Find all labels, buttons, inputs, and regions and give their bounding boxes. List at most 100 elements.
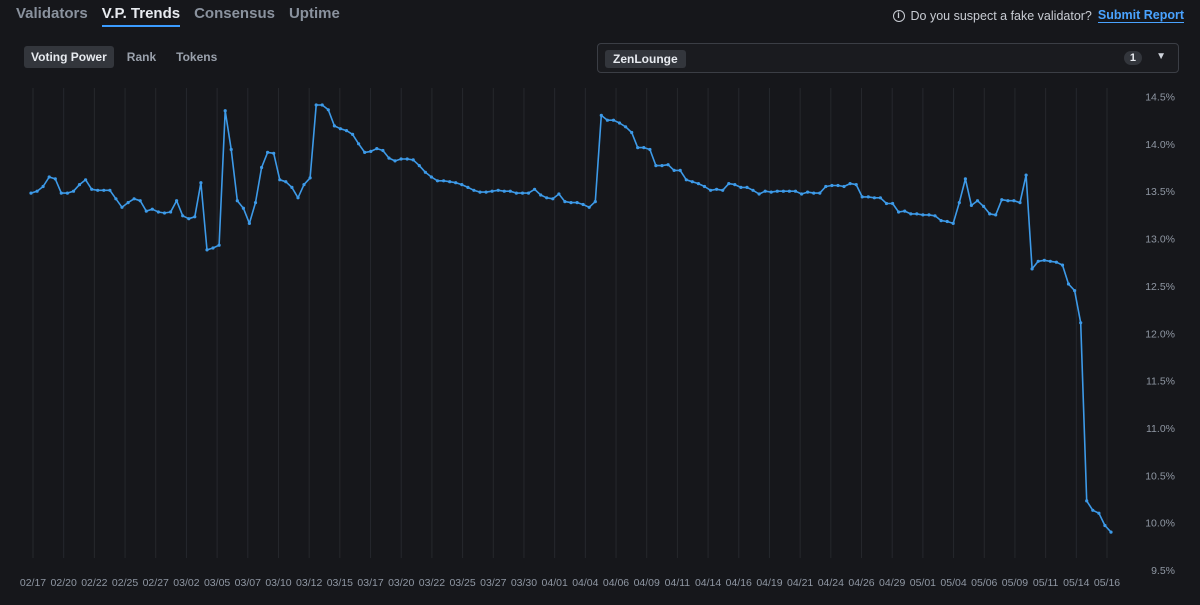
data-point[interactable] (763, 189, 767, 193)
data-point[interactable] (1054, 260, 1058, 264)
subtab-voting-power[interactable]: Voting Power (24, 46, 114, 68)
tab-validators[interactable]: Validators (16, 5, 88, 22)
data-point[interactable] (357, 142, 361, 146)
data-point[interactable] (169, 210, 173, 214)
data-point[interactable] (921, 213, 925, 217)
data-point[interactable] (53, 177, 57, 181)
data-point[interactable] (654, 164, 658, 168)
data-point[interactable] (1042, 258, 1046, 262)
data-point[interactable] (897, 210, 901, 214)
data-point[interactable] (557, 192, 561, 196)
data-point[interactable] (84, 178, 88, 182)
data-point[interactable] (484, 190, 488, 194)
data-point[interactable] (533, 187, 537, 191)
data-point[interactable] (1085, 499, 1089, 503)
data-point[interactable] (442, 179, 446, 183)
data-point[interactable] (806, 190, 810, 194)
data-point[interactable] (909, 212, 913, 216)
data-point[interactable] (29, 191, 33, 195)
data-point[interactable] (108, 188, 112, 192)
data-point[interactable] (757, 192, 761, 196)
data-point[interactable] (460, 183, 464, 187)
data-point[interactable] (253, 201, 258, 205)
data-point[interactable] (381, 148, 385, 153)
data-point[interactable] (878, 196, 883, 200)
data-point[interactable] (1073, 289, 1077, 293)
data-point[interactable] (114, 197, 118, 201)
data-point[interactable] (229, 147, 233, 152)
data-point[interactable] (278, 178, 282, 182)
data-point[interactable] (520, 191, 525, 195)
data-point[interactable] (247, 221, 251, 225)
data-point[interactable] (842, 184, 846, 189)
data-point[interactable] (429, 175, 433, 179)
data-point[interactable] (605, 118, 610, 122)
data-point[interactable] (150, 207, 154, 211)
data-point[interactable] (994, 213, 998, 217)
data-point[interactable] (448, 180, 452, 184)
data-point[interactable] (975, 199, 980, 203)
data-point[interactable] (769, 190, 773, 194)
data-point[interactable] (526, 191, 531, 195)
data-point[interactable] (824, 184, 828, 189)
data-point[interactable] (982, 204, 986, 208)
data-point[interactable] (387, 156, 391, 160)
data-point[interactable] (393, 159, 397, 163)
data-point[interactable] (223, 109, 227, 113)
tab-consensus[interactable]: Consensus (194, 5, 275, 22)
data-point[interactable] (217, 243, 221, 247)
data-point[interactable] (320, 103, 324, 107)
data-point[interactable] (156, 210, 160, 214)
data-point[interactable] (678, 168, 682, 172)
data-point[interactable] (423, 170, 427, 174)
data-point[interactable] (818, 191, 822, 195)
data-point[interactable] (945, 219, 949, 224)
data-point[interactable] (181, 214, 185, 218)
data-point[interactable] (545, 196, 549, 200)
data-point[interactable] (241, 206, 245, 210)
data-point[interactable] (35, 189, 39, 193)
data-point[interactable] (1079, 321, 1083, 325)
subtab-tokens[interactable]: Tokens (176, 50, 218, 64)
data-point[interactable] (41, 184, 45, 189)
data-point[interactable] (903, 209, 907, 213)
data-point[interactable] (472, 188, 476, 192)
data-point[interactable] (490, 189, 494, 193)
data-point[interactable] (435, 179, 440, 183)
data-point[interactable] (369, 149, 373, 153)
data-point[interactable] (65, 191, 69, 195)
data-point[interactable] (751, 188, 755, 192)
data-point[interactable] (836, 183, 840, 188)
data-point[interactable] (405, 157, 409, 161)
data-point[interactable] (102, 188, 106, 192)
data-point[interactable] (672, 168, 676, 172)
data-point[interactable] (599, 113, 603, 117)
data-point[interactable] (630, 130, 634, 135)
data-point[interactable] (138, 199, 142, 203)
data-point[interactable] (1103, 523, 1107, 528)
data-point[interactable] (812, 191, 816, 195)
data-point[interactable] (326, 108, 330, 112)
data-point[interactable] (915, 212, 919, 216)
data-point[interactable] (120, 205, 124, 209)
data-point[interactable] (466, 185, 470, 189)
data-point[interactable] (132, 197, 136, 201)
data-point[interactable] (1066, 282, 1071, 286)
validator-selector[interactable]: ZenLounge 1 ▼ (597, 43, 1179, 73)
data-point[interactable] (508, 189, 512, 193)
data-point[interactable] (666, 163, 670, 167)
data-point[interactable] (235, 199, 239, 203)
data-point[interactable] (363, 150, 367, 154)
data-point[interactable] (709, 188, 713, 192)
data-point[interactable] (611, 118, 616, 122)
data-point[interactable] (696, 182, 701, 186)
data-point[interactable] (636, 146, 640, 150)
data-point[interactable] (563, 200, 567, 204)
data-point[interactable] (1048, 259, 1052, 263)
data-point[interactable] (411, 158, 415, 162)
data-point[interactable] (314, 103, 318, 107)
data-point[interactable] (721, 188, 725, 192)
data-point[interactable] (860, 195, 864, 199)
data-point[interactable] (963, 177, 968, 181)
data-point[interactable] (593, 200, 597, 204)
